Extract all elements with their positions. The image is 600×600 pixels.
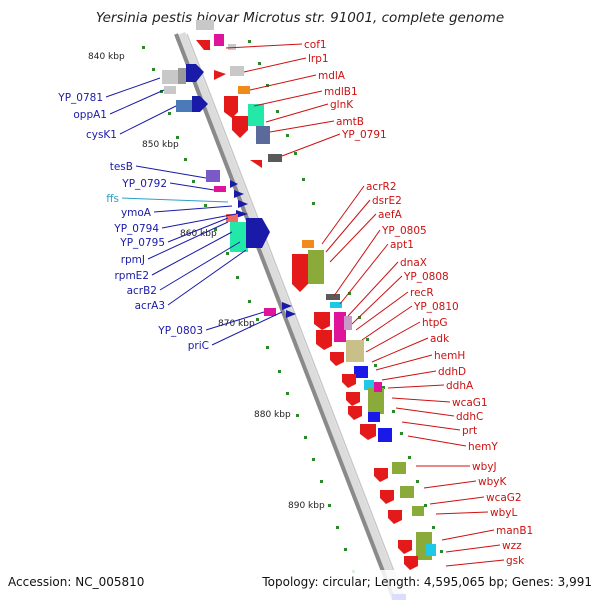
gene-label: ddhA [446, 380, 474, 392]
gene-label: YP_0803 [157, 325, 203, 337]
gene-label: YP_0810 [413, 301, 459, 313]
scale-labels: 840 kbp 850 kbp 860 kbp 870 kbp 880 kbp … [88, 52, 325, 511]
gene-label: gsk [506, 555, 525, 567]
gene-label: glnK [330, 99, 354, 111]
gene-label: prt [462, 425, 477, 437]
gene-label: hemY [468, 441, 498, 453]
scale-label: 870 kbp [218, 319, 255, 329]
gene-label: acrR2 [366, 181, 397, 193]
gene-label: dsrE2 [372, 195, 402, 207]
gene-label: acrA3 [135, 300, 165, 312]
gene-label: rpmE2 [114, 270, 149, 282]
gene-label: wzz [502, 540, 522, 552]
gene-label: wbyK [478, 476, 507, 488]
gene-label: ddhD [438, 366, 466, 378]
gene-label: apt1 [390, 239, 414, 251]
gene-label: YP_0781 [57, 92, 103, 104]
gene-label: oppA1 [73, 109, 107, 121]
left-gene-labels: YP_0781 oppA1 cysK1 tesB YP_0792 ffs ymo… [57, 92, 209, 352]
map-title: Yersinia pestis biovar Microtus str. 910… [96, 10, 504, 26]
scale-label: 860 kbp [180, 229, 217, 239]
gene-label: recR [410, 287, 434, 299]
gene-label: wbyJ [472, 461, 497, 473]
right-gene-labels: cof1 lrp1 mdlA mdlB1 glnK amtB YP_0791 a… [304, 39, 533, 567]
forward-genes [162, 20, 296, 318]
scale-label: 880 kbp [254, 410, 291, 420]
gene-label: YP_0794 [113, 223, 159, 235]
genome-summary-text: Topology: circular; Length: 4,595,065 bp… [261, 575, 592, 589]
gene-label: cof1 [304, 39, 327, 51]
gene-label: dnaX [400, 257, 427, 269]
gene-label: amtB [336, 116, 364, 128]
accession-text: Accession: NC_005810 [8, 575, 144, 589]
gene-label: YP_0795 [119, 237, 165, 249]
gene-label: mdlA [318, 70, 346, 82]
gene-label: YP_0791 [341, 129, 387, 141]
gene-label: acrB2 [127, 285, 157, 297]
gene-label: hemH [434, 350, 465, 362]
gene-label: ymoA [121, 207, 152, 219]
reverse-genes [196, 34, 436, 600]
gene-label: aefA [378, 209, 403, 221]
gene-label: wcaG1 [452, 397, 488, 409]
gene-label: adk [430, 333, 450, 345]
gene-label: wcaG2 [486, 492, 522, 504]
scale-label: 890 kbp [288, 501, 325, 511]
scale-label: 850 kbp [142, 140, 179, 150]
gene-label: cysK1 [86, 129, 117, 141]
leader-lines [105, 43, 505, 567]
gene-label: lrp1 [308, 53, 329, 65]
gene-label: ffs [106, 193, 119, 205]
gene-label: htpG [422, 317, 448, 329]
gene-label: YP_0805 [381, 225, 427, 237]
gene-label: YP_0808 [403, 271, 449, 283]
gene-label: manB1 [496, 525, 533, 537]
scale-ticks [142, 40, 443, 573]
gene-label: wbyL [490, 507, 517, 519]
gene-label: priC [188, 340, 209, 352]
scale-label: 840 kbp [88, 52, 125, 62]
genome-backbone [174, 32, 406, 600]
gene-label: tesB [110, 161, 133, 173]
gene-label: rpmJ [121, 254, 145, 266]
gene-label: mdlB1 [324, 86, 358, 98]
gene-label: YP_0792 [121, 178, 167, 190]
gene-label: ddhC [456, 411, 483, 423]
